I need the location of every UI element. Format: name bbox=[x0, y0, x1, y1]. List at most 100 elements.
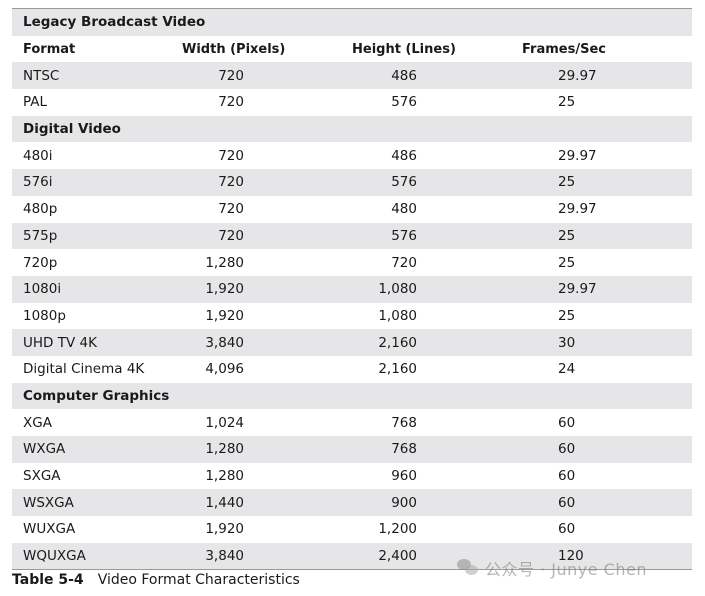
col-header-format: Format bbox=[23, 41, 76, 57]
format-cell: XGA bbox=[23, 414, 52, 431]
fps-cell: 60 bbox=[558, 441, 576, 458]
width-cell: 4,096 bbox=[205, 361, 244, 378]
height-cell: 720 bbox=[391, 254, 417, 271]
height-cell: 576 bbox=[391, 94, 417, 111]
height-cell: 576 bbox=[391, 174, 417, 191]
fps-cell: 120 bbox=[558, 548, 584, 565]
section-title: Legacy Broadcast Video bbox=[23, 14, 206, 31]
format-cell: 480i bbox=[23, 147, 53, 164]
format-cell: Digital Cinema 4K bbox=[23, 361, 145, 378]
height-cell: 960 bbox=[391, 468, 417, 485]
format-cell: NTSC bbox=[23, 67, 60, 84]
fps-cell: 24 bbox=[558, 361, 576, 378]
watermark: 公众号 · Junye Chen bbox=[457, 556, 647, 580]
width-cell: 720 bbox=[218, 201, 244, 218]
width-cell: 3,840 bbox=[205, 334, 244, 351]
table-caption: Table 5-4 Video Format Characteristics bbox=[12, 572, 300, 588]
watermark-text: 公众号 · Junye Chen bbox=[485, 560, 647, 579]
wechat-icon bbox=[457, 559, 479, 577]
format-cell: SXGA bbox=[23, 468, 61, 485]
width-cell: 1,920 bbox=[205, 281, 244, 298]
width-cell: 1,280 bbox=[205, 468, 244, 485]
height-cell: 768 bbox=[391, 414, 417, 431]
height-cell: 2,400 bbox=[378, 548, 417, 565]
col-header-width: Width (Pixels) bbox=[182, 41, 286, 57]
table-row: Digital Cinema 4K 4,096 2,160 24 bbox=[12, 356, 692, 383]
format-cell: 720p bbox=[23, 254, 58, 271]
caption-number: Table 5-4 bbox=[12, 572, 84, 588]
format-cell: 1080i bbox=[23, 281, 62, 298]
format-cell: WXGA bbox=[23, 441, 66, 458]
fps-cell: 25 bbox=[558, 94, 576, 111]
table-row: 480p 720 480 29.97 bbox=[12, 196, 692, 223]
height-cell: 900 bbox=[391, 494, 417, 511]
width-cell: 720 bbox=[218, 94, 244, 111]
fps-cell: 25 bbox=[558, 307, 576, 324]
format-cell: WQUXGA bbox=[23, 548, 86, 565]
fps-cell: 60 bbox=[558, 521, 576, 538]
section-title: Computer Graphics bbox=[23, 387, 170, 404]
height-cell: 576 bbox=[391, 227, 417, 244]
video-format-table-container: Legacy Broadcast Video Format Width (Pixel… bbox=[12, 8, 692, 571]
format-cell: PAL bbox=[23, 94, 48, 111]
section-header-row: Computer Graphics bbox=[12, 382, 692, 410]
height-cell: 480 bbox=[391, 201, 417, 218]
width-cell: 1,280 bbox=[205, 254, 244, 271]
height-cell: 486 bbox=[391, 147, 417, 164]
table-row: WXGA 1,280 768 60 bbox=[12, 436, 692, 463]
table-row: 1080p 1,920 1,080 25 bbox=[12, 303, 692, 330]
height-cell: 1,200 bbox=[378, 521, 417, 538]
width-cell: 1,024 bbox=[205, 414, 244, 431]
table-row: WUXGA 1,920 1,200 60 bbox=[12, 516, 692, 543]
format-cell: 575p bbox=[23, 227, 58, 244]
width-cell: 720 bbox=[218, 67, 244, 84]
section-title: Digital Video bbox=[23, 121, 121, 138]
section-header-row: Legacy Broadcast Video bbox=[12, 9, 692, 36]
format-cell: WSXGA bbox=[23, 494, 74, 511]
table-row: SXGA 1,280 960 60 bbox=[12, 463, 692, 490]
table-row: WSXGA 1,440 900 60 bbox=[12, 489, 692, 517]
section-header-row: Digital Video bbox=[12, 115, 692, 143]
width-cell: 720 bbox=[218, 174, 244, 191]
table-row: 480i 720 486 29.97 bbox=[12, 142, 692, 169]
table-row: 720p 1,280 720 25 bbox=[12, 249, 692, 276]
width-cell: 1,920 bbox=[205, 521, 244, 538]
fps-cell: 60 bbox=[558, 494, 576, 511]
format-cell: 1080p bbox=[23, 307, 66, 324]
fps-cell: 29.97 bbox=[558, 201, 597, 218]
width-cell: 1,920 bbox=[205, 307, 244, 324]
height-cell: 2,160 bbox=[378, 334, 417, 351]
width-cell: 720 bbox=[218, 227, 244, 244]
height-cell: 2,160 bbox=[378, 361, 417, 378]
col-header-fps: Frames/Sec bbox=[522, 41, 606, 57]
format-cell: 480p bbox=[23, 201, 58, 218]
fps-cell: 29.97 bbox=[558, 67, 597, 84]
table-row: XGA 1,024 768 60 bbox=[12, 409, 692, 436]
format-cell: 576i bbox=[23, 174, 53, 191]
col-header-height: Height (Lines) bbox=[352, 41, 456, 57]
fps-cell: 29.97 bbox=[558, 281, 597, 298]
fps-cell: 29.97 bbox=[558, 147, 597, 164]
height-cell: 1,080 bbox=[378, 281, 417, 298]
width-cell: 1,280 bbox=[205, 441, 244, 458]
height-cell: 486 bbox=[391, 67, 417, 84]
table-row: PAL 720 576 25 bbox=[12, 89, 692, 116]
fps-cell: 25 bbox=[558, 227, 576, 244]
height-cell: 768 bbox=[391, 441, 417, 458]
table-row: NTSC 720 486 29.97 bbox=[12, 62, 692, 90]
video-format-table: Legacy Broadcast Video Format Width (Pixel… bbox=[12, 9, 692, 570]
table-row: 575p 720 576 25 bbox=[12, 222, 692, 250]
fps-cell: 60 bbox=[558, 414, 576, 431]
format-cell: WUXGA bbox=[23, 521, 76, 538]
width-cell: 720 bbox=[218, 147, 244, 164]
fps-cell: 25 bbox=[558, 254, 576, 271]
format-cell: UHD TV 4K bbox=[23, 334, 97, 351]
caption-text: Video Format Characteristics bbox=[97, 572, 300, 588]
table-row: WQUXGA 3,840 2,400 120 bbox=[12, 542, 692, 570]
column-header-row: Format Width (Pixels) Height (Lines) Frames… bbox=[12, 36, 692, 63]
table-row: 576i 720 576 25 bbox=[12, 169, 692, 196]
fps-cell: 25 bbox=[558, 174, 576, 191]
fps-cell: 60 bbox=[558, 468, 576, 485]
fps-cell: 30 bbox=[558, 334, 576, 351]
height-cell: 1,080 bbox=[378, 307, 417, 324]
